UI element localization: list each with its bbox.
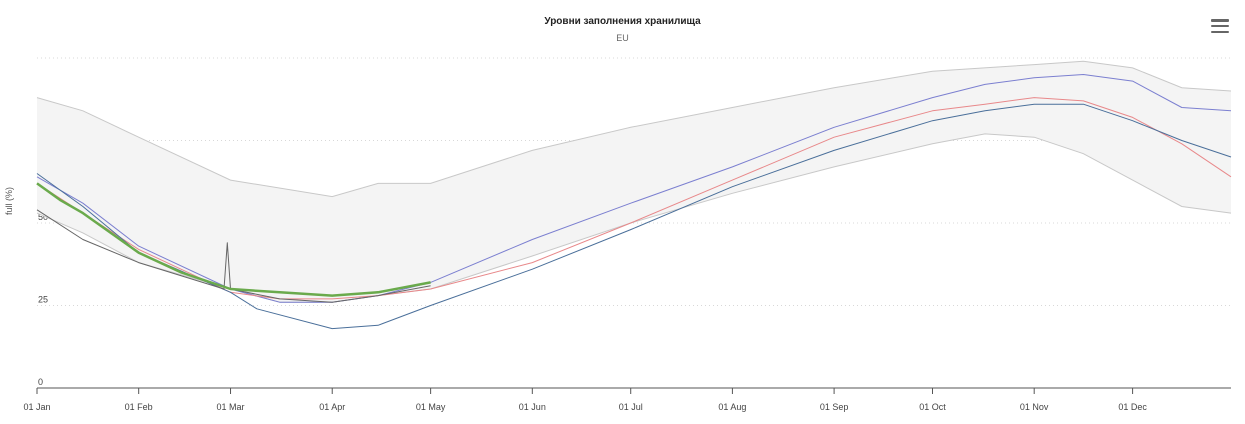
y-tick-label: 25 <box>38 295 48 305</box>
x-tick-label: 01 Mar <box>217 402 245 412</box>
x-tick-label: 01 Oct <box>919 402 946 412</box>
chart-subtitle: EU <box>616 33 629 43</box>
range-band-area <box>37 61 1231 303</box>
series-line-4 <box>36 209 431 303</box>
x-tick-label: 01 Sep <box>820 402 849 412</box>
x-tick-label: 01 May <box>416 402 446 412</box>
y-tick-label: 0 <box>38 377 43 387</box>
range-band-upper-line <box>36 60 1232 198</box>
x-tick-label: 01 Aug <box>718 402 746 412</box>
series-line-3 <box>36 103 1232 330</box>
x-tick-label: 01 Jul <box>619 402 643 412</box>
x-tick-label: 01 Jun <box>519 402 546 412</box>
x-tick-label: 01 Dec <box>1118 402 1147 412</box>
x-tick-label: 01 Feb <box>125 402 153 412</box>
chart-title: Уровни заполнения хранилища <box>544 16 701 27</box>
x-tick-label: 01 Nov <box>1020 402 1049 412</box>
series-line-5 <box>36 182 431 297</box>
x-tick-label: 01 Jan <box>23 402 50 412</box>
hamburger-menu-icon[interactable] <box>1211 18 1229 34</box>
y-tick-label: 50 <box>38 212 48 222</box>
x-tick-label: 01 Apr <box>319 402 345 412</box>
